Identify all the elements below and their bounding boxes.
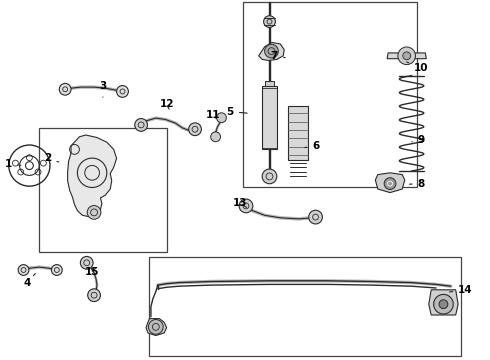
- Circle shape: [51, 265, 62, 275]
- Circle shape: [211, 132, 220, 142]
- Circle shape: [403, 52, 411, 60]
- Circle shape: [309, 210, 322, 224]
- Circle shape: [80, 256, 93, 269]
- Circle shape: [264, 16, 275, 27]
- Circle shape: [217, 113, 226, 123]
- Circle shape: [59, 84, 71, 95]
- Text: 6: 6: [305, 141, 319, 151]
- Polygon shape: [265, 81, 274, 86]
- Circle shape: [88, 289, 100, 302]
- Polygon shape: [375, 173, 405, 193]
- Circle shape: [18, 265, 29, 275]
- Polygon shape: [262, 86, 277, 149]
- Polygon shape: [259, 42, 284, 60]
- Polygon shape: [68, 135, 117, 217]
- Polygon shape: [387, 53, 426, 59]
- Text: 15: 15: [85, 267, 99, 277]
- Text: 10: 10: [407, 62, 429, 73]
- Circle shape: [87, 206, 101, 219]
- Text: 13: 13: [233, 198, 247, 208]
- Circle shape: [384, 178, 396, 189]
- Text: 5: 5: [227, 107, 247, 117]
- Text: 4: 4: [23, 274, 35, 288]
- Text: 7: 7: [270, 51, 285, 61]
- Circle shape: [265, 44, 278, 58]
- Circle shape: [148, 320, 163, 334]
- Circle shape: [117, 86, 128, 97]
- Polygon shape: [146, 319, 167, 336]
- Text: 14: 14: [450, 285, 473, 295]
- Bar: [149, 257, 461, 356]
- Circle shape: [189, 123, 201, 136]
- Text: 9: 9: [412, 135, 425, 145]
- Circle shape: [439, 300, 448, 309]
- Bar: [243, 2, 416, 187]
- Circle shape: [398, 47, 416, 65]
- Polygon shape: [288, 106, 308, 160]
- Circle shape: [135, 118, 147, 131]
- Polygon shape: [429, 290, 458, 315]
- Text: 11: 11: [206, 110, 220, 120]
- Text: 8: 8: [410, 179, 425, 189]
- Text: 2: 2: [45, 153, 59, 163]
- Text: 3: 3: [99, 81, 106, 97]
- Circle shape: [434, 294, 453, 314]
- Bar: [39, 128, 167, 252]
- Text: 1: 1: [5, 159, 21, 169]
- Circle shape: [239, 199, 253, 213]
- Circle shape: [262, 169, 277, 184]
- Text: 12: 12: [159, 99, 174, 109]
